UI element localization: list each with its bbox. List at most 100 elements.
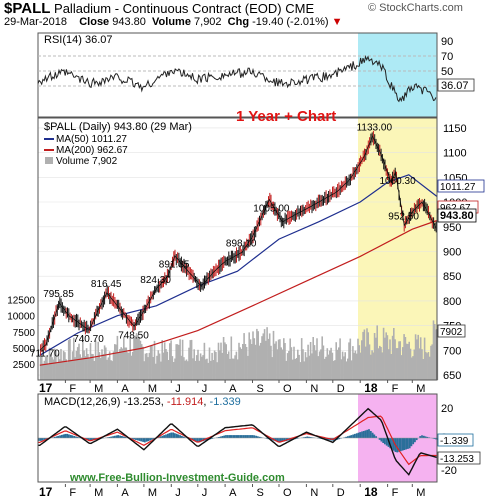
volume-bar	[96, 357, 98, 380]
chart-title: $PALL Palladium - Continuous Contract (E…	[4, 0, 314, 17]
volume-bar	[153, 340, 156, 380]
macd-hist-bar	[69, 434, 72, 438]
volume-bar	[47, 364, 49, 380]
macd-hist-bar	[295, 438, 298, 439]
stockcharts-logo: © StockCharts.com	[368, 2, 463, 14]
volume-bar	[138, 337, 140, 380]
volume-bar	[419, 337, 422, 380]
macd-hist-bar	[57, 435, 60, 438]
macd-hist-bar	[371, 432, 374, 438]
volume-bar	[431, 344, 433, 380]
volume-bar	[79, 354, 81, 380]
volume-bar	[229, 358, 231, 380]
macd-hist-bar	[255, 435, 257, 438]
volume-bar	[174, 358, 176, 380]
macd-hist-bar	[366, 429, 369, 438]
volume-bar	[416, 339, 418, 380]
ma50-legend: MA(50) 1011.27	[56, 134, 127, 145]
volume-bar	[320, 349, 322, 380]
price-highlight	[358, 118, 437, 380]
volume-bar	[290, 347, 293, 380]
volume-bar	[238, 342, 240, 380]
volume-bar	[281, 349, 284, 380]
volume-bar	[62, 350, 65, 380]
volume-bar	[142, 346, 144, 380]
x-axis-main-label: O	[283, 383, 292, 395]
volume-bar	[422, 359, 425, 380]
volume-bar	[94, 340, 97, 380]
macd-hist-bar	[350, 435, 353, 438]
macd-hist-bar	[260, 437, 263, 438]
macd-hist-bar	[76, 437, 79, 438]
macd-hist-bar	[232, 435, 234, 438]
volume-bar	[107, 357, 110, 380]
volume-bar	[331, 352, 334, 380]
volume-bar	[408, 341, 410, 380]
volume-bar	[134, 335, 137, 380]
volume-bar	[258, 345, 261, 380]
volume-bar	[42, 363, 44, 380]
volume-bar	[235, 351, 238, 380]
volume-bar	[120, 347, 122, 380]
macd-hist-bar	[64, 433, 67, 438]
volume-bar	[306, 357, 308, 380]
close-value-box	[437, 208, 477, 223]
macd-hist-bar	[200, 438, 203, 442]
macd-hist-bar	[369, 431, 372, 438]
volume-bar	[395, 348, 398, 380]
volume-bar	[302, 349, 304, 380]
macd-hist-bar	[147, 438, 150, 442]
macd-hist-bar	[408, 438, 411, 449]
rsi-current-box	[437, 78, 475, 92]
volume-bar	[60, 349, 62, 380]
volume-bar	[349, 338, 352, 380]
volume-bar	[382, 327, 385, 380]
rsi-frame	[37, 32, 438, 118]
volume-bar	[111, 361, 113, 380]
macd-hist-bar	[177, 434, 180, 438]
macd-hist-bar	[281, 438, 284, 442]
price-annotation: 952.50	[388, 212, 419, 223]
volume-bar	[248, 332, 250, 380]
volume-bar	[279, 339, 281, 380]
volume-bar	[131, 351, 134, 380]
quote-summary: 29-Mar-2018 Close 943.80 Volume 7,902 Ch…	[4, 16, 343, 28]
volume-bar	[213, 350, 216, 380]
volume-bar	[73, 337, 75, 380]
macd-hist-bar	[258, 436, 261, 438]
macd-value-2: -11.914	[167, 396, 204, 408]
volume-bar	[83, 350, 85, 380]
volume-bar	[231, 358, 234, 380]
volume-bar	[170, 340, 172, 380]
volume-bar	[143, 361, 145, 380]
volume-bar	[206, 358, 208, 380]
close-axis-value: 943.80	[440, 210, 474, 222]
volume-bar	[409, 348, 412, 380]
volume-bar	[137, 334, 139, 380]
macd-hist-bar	[166, 433, 169, 438]
volume-bar	[288, 351, 290, 380]
volume-bar	[321, 336, 323, 380]
volume-bar	[284, 343, 286, 380]
volume-bar	[391, 335, 394, 380]
volume-bar	[234, 355, 236, 380]
macd-frame	[37, 393, 438, 483]
macd-hist-bar	[106, 437, 109, 438]
volume-bar	[74, 357, 76, 380]
volume-bar	[236, 359, 239, 380]
macd-hist-bar	[112, 436, 114, 438]
volume-bar	[418, 348, 421, 380]
x-axis-main-label: S	[257, 383, 264, 395]
macd-hist-bar	[419, 436, 422, 438]
ma200-value: 962.67	[440, 203, 471, 214]
volume-bar	[339, 338, 341, 380]
volume-bar	[266, 327, 268, 380]
macd-hist-bar	[168, 433, 171, 438]
macd-value-1: -13.253	[123, 396, 160, 408]
volume-bar	[371, 350, 373, 380]
volume-bar	[84, 356, 87, 380]
volume-bar	[343, 356, 345, 380]
macd-hist-bar	[38, 438, 40, 441]
volume-bar	[407, 344, 409, 380]
macd-hist-bar	[235, 435, 238, 438]
